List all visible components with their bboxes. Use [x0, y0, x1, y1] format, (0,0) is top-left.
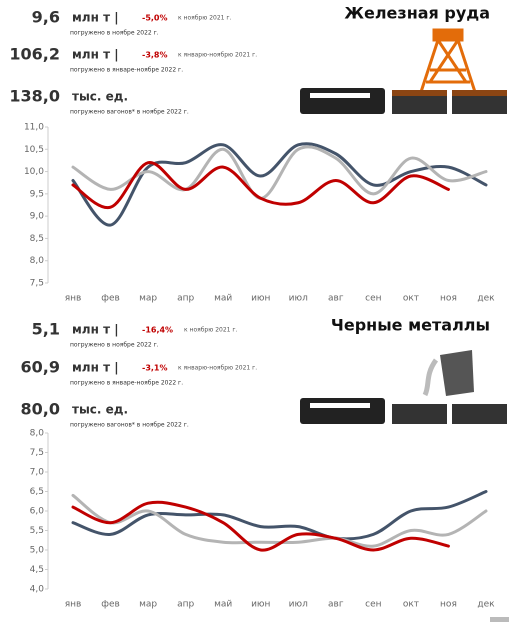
- x-tick-label: июн: [251, 294, 270, 304]
- x-tick-label: окт: [403, 600, 419, 610]
- x-tick-label: авг: [328, 600, 344, 610]
- stat-value: 106,2: [9, 45, 60, 64]
- stat-note: погружено в ноябре 2022 г.: [70, 30, 159, 37]
- x-tick-label: фев: [101, 294, 120, 304]
- stat-change-note: к январю-ноябрю 2021 г.: [178, 52, 257, 59]
- y-tick-label: 10,0: [24, 167, 44, 177]
- stat-change: -3,1%: [142, 364, 168, 373]
- x-tick-label: май: [214, 600, 232, 610]
- x-tick-label: май: [214, 294, 232, 304]
- x-tick-label: сен: [365, 600, 381, 610]
- x-tick-label: сен: [365, 294, 381, 304]
- stat-value: 5,1: [32, 320, 60, 339]
- line-series: [71, 142, 488, 227]
- stat-value: 9,6: [32, 8, 60, 27]
- y-tick-label: 7,5: [30, 448, 44, 458]
- x-tick-label: апр: [177, 600, 194, 610]
- y-tick-label: 7,0: [30, 468, 45, 478]
- x-tick-label: дек: [477, 600, 495, 610]
- x-tick-label: июл: [289, 294, 308, 304]
- y-tick-label: 5,5: [30, 526, 44, 536]
- line-series: [71, 500, 450, 552]
- icon-tower: [418, 28, 478, 96]
- line-series: [71, 490, 488, 541]
- stat-note: погружено вагонов* в ноябре 2022 г.: [70, 109, 189, 116]
- stat-unit: млн т |: [72, 11, 119, 25]
- y-tick-label: 6,0: [30, 507, 45, 517]
- stat-change: -16,4%: [142, 326, 173, 335]
- icon-train: [300, 88, 507, 114]
- stat-note: погружено в ноябре 2022 г.: [70, 342, 159, 349]
- stat-value: 138,0: [9, 87, 60, 106]
- stat-unit: млн т |: [72, 323, 119, 337]
- stat-change-note: к ноябрю 2021 г.: [178, 15, 232, 22]
- y-tick-label: 10,5: [24, 145, 44, 155]
- y-tick-label: 9,5: [30, 189, 44, 199]
- y-tick-label: 8,0: [30, 256, 45, 266]
- y-tick-label: 5,0: [30, 546, 45, 556]
- x-tick-label: окт: [403, 294, 419, 304]
- stat-unit: тыс. ед.: [72, 403, 128, 417]
- panel-title: Железная руда: [344, 4, 490, 23]
- stat-unit: млн т |: [72, 48, 119, 62]
- x-tick-label: фев: [101, 600, 120, 610]
- icon-ladle: [422, 350, 474, 397]
- x-tick-label: янв: [65, 600, 82, 610]
- y-tick-label: 8,0: [30, 429, 45, 439]
- y-tick-label: 4,5: [30, 565, 44, 575]
- y-tick-label: 11,0: [24, 123, 44, 133]
- y-tick-label: 6,5: [30, 487, 44, 497]
- x-tick-label: апр: [177, 294, 194, 304]
- stat-unit: тыс. ед.: [72, 90, 128, 104]
- y-tick-label: 8,5: [30, 234, 44, 244]
- x-tick-label: мар: [139, 294, 157, 304]
- x-tick-label: дек: [477, 294, 495, 304]
- y-tick-label: 7,5: [30, 279, 44, 289]
- x-tick-label: ноя: [440, 294, 457, 304]
- x-tick-label: авг: [328, 294, 344, 304]
- x-tick-label: янв: [65, 294, 82, 304]
- stat-note: погружено вагонов* в ноябре 2022 г.: [70, 422, 189, 429]
- stat-change: -5,0%: [142, 14, 168, 23]
- stat-value: 80,0: [21, 400, 60, 419]
- x-tick-label: июн: [251, 600, 270, 610]
- line-series: [71, 161, 450, 209]
- y-tick-label: 4,0: [30, 585, 45, 595]
- stat-value: 60,9: [21, 358, 60, 377]
- x-tick-label: мар: [139, 600, 157, 610]
- stat-change-note: к ноябрю 2021 г.: [184, 327, 238, 334]
- stat-change-note: к январю-ноябрю 2021 г.: [178, 365, 257, 372]
- stat-note: погружено в январе-ноябре 2022 г.: [70, 380, 183, 387]
- x-tick-label: июл: [289, 600, 308, 610]
- stat-unit: млн т |: [72, 361, 119, 375]
- line-series: [71, 145, 488, 200]
- stat-note: погружено в январе-ноябре 2022 г.: [70, 67, 183, 74]
- icon-train: [300, 398, 507, 424]
- decor: [490, 617, 509, 622]
- panel-title: Черные металлы: [331, 316, 490, 335]
- stat-change: -3,8%: [142, 51, 168, 60]
- x-tick-label: ноя: [440, 600, 457, 610]
- y-tick-label: 9,0: [30, 212, 45, 222]
